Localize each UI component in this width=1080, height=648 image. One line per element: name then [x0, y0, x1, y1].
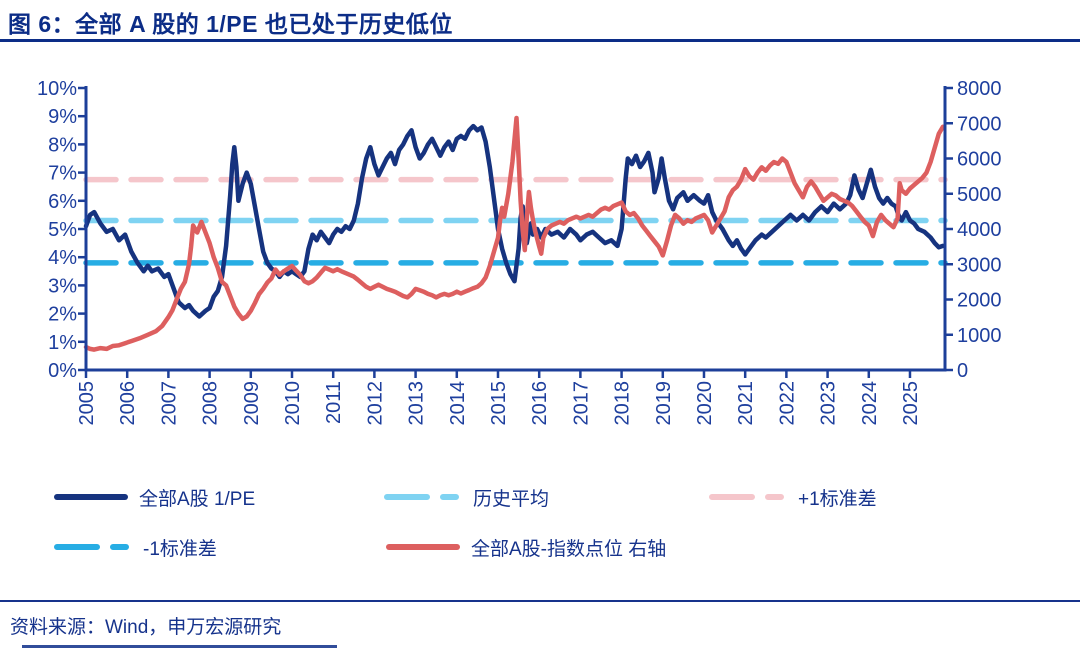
title-underline: [0, 39, 1080, 42]
right-tick-label: 7000: [957, 113, 1002, 135]
left-tick-label: 6%: [48, 191, 77, 213]
right-tick-label: 0: [957, 360, 968, 382]
x-tick-label: 2010: [282, 381, 304, 426]
left-tick-label: 9%: [48, 106, 77, 128]
left-tick-label: 5%: [48, 219, 77, 241]
x-tick-label: 2019: [653, 381, 675, 426]
left-tick-label: 1%: [48, 332, 77, 354]
source-text: 资料来源：Wind，申万宏源研究: [10, 617, 282, 638]
x-tick-label: 2016: [529, 381, 551, 426]
x-tick-label: 2008: [200, 381, 222, 426]
legend-label-plus1: +1标准差: [798, 488, 877, 510]
x-tick-label: 2023: [818, 381, 840, 426]
left-tick-label: 8%: [48, 134, 77, 156]
legend-label-minus1: -1标准差: [143, 538, 217, 560]
x-tick-label: 2025: [900, 381, 922, 426]
x-tick-label: 2020: [694, 381, 716, 426]
legend-item-pe: 全部A股 1/PE: [53, 486, 256, 510]
index-line-swatch: [386, 544, 460, 550]
right-tick-label: 2000: [957, 290, 1002, 312]
minus1-line-swatch: [54, 544, 133, 550]
source-divider: [0, 600, 1080, 602]
x-tick-label: 2014: [447, 381, 469, 426]
right-tick-label: 3000: [957, 254, 1002, 276]
right-tick-label: 4000: [957, 219, 1002, 241]
left-tick-label: 7%: [48, 163, 77, 185]
x-tick-label: 2011: [323, 381, 345, 424]
x-tick-label: 2007: [158, 381, 180, 426]
legend-label-index: 全部A股-指数点位 右轴: [471, 538, 667, 560]
legend-label-pe: 全部A股 1/PE: [139, 488, 256, 510]
index-line: [83, 115, 946, 352]
pe-line: [83, 123, 946, 319]
left-tick-label: 0%: [48, 360, 77, 382]
figure-title: 图 6：全部 A 股的 1/PE 也已处于历史低位: [8, 11, 453, 37]
x-tick-label: 2006: [117, 381, 139, 426]
x-tick-label: 2022: [776, 381, 798, 426]
plus1-line-swatch: [709, 494, 788, 500]
legend-label-mean: 历史平均: [473, 488, 550, 510]
x-tick-label: 2021: [735, 381, 757, 426]
mean-line-swatch: [384, 494, 463, 500]
right-tick-label: 6000: [957, 149, 1002, 171]
pe-line-swatch: [54, 494, 128, 500]
right-tick-label: 5000: [957, 184, 1002, 206]
left-tick-label: 10%: [37, 78, 77, 100]
x-tick-label: 2024: [859, 381, 881, 426]
right-tick-label: 8000: [957, 78, 1002, 100]
chart-legend: 全部A股 1/PE 历史平均 +1标准差 -1标准差 全部A股-指数点位 右轴: [0, 468, 1080, 578]
x-tick-label: 2017: [570, 381, 592, 426]
legend-item-mean: 历史平均: [383, 486, 550, 510]
dual-axis-line-chart: 10% 9% 8% 7% 6% 5% 4% 3% 2% 1% 0% 8000 7000 6000 5000 4…: [37, 78, 1002, 426]
left-tick-label: 3%: [48, 275, 77, 297]
right-tick-label: 1000: [957, 325, 1002, 347]
left-tick-label: 2%: [48, 304, 77, 326]
legend-item-plus1: +1标准差: [708, 486, 877, 510]
x-tick-label: 2012: [364, 381, 386, 426]
legend-item-minus1: -1标准差: [53, 536, 217, 560]
x-tick-label: 2018: [612, 381, 634, 426]
x-tick-label: 2015: [488, 381, 510, 426]
left-tick-label: 4%: [48, 247, 77, 269]
x-tick-label: 2009: [241, 381, 263, 426]
x-tick-label: 2005: [76, 381, 98, 426]
x-tick-label: 2013: [406, 381, 428, 426]
next-figure-edge: [22, 645, 337, 648]
legend-item-index: 全部A股-指数点位 右轴: [385, 536, 667, 560]
